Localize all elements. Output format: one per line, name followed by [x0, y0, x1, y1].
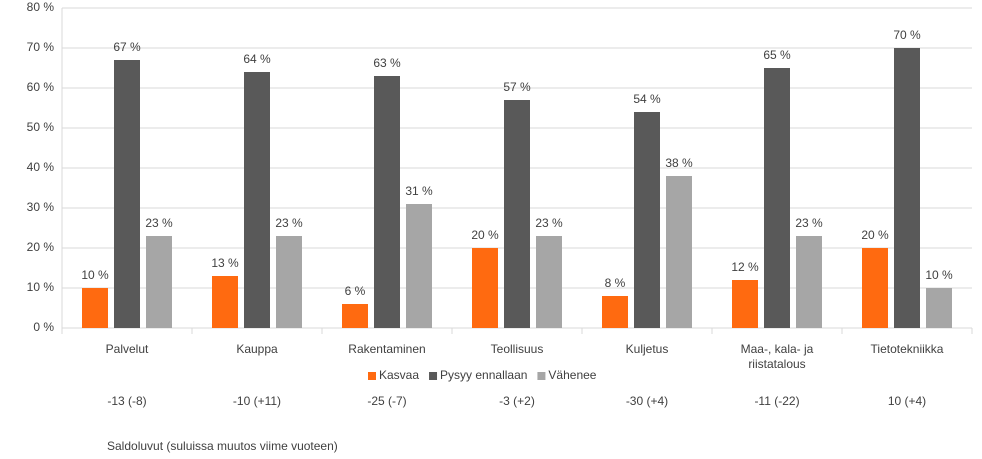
data-label: 64 % [243, 52, 271, 66]
x-tick-label: Rakentaminen [348, 342, 426, 356]
bar [374, 76, 400, 328]
data-label: 8 % [605, 276, 626, 290]
x-tick-label: Kauppa [236, 342, 278, 356]
data-label: 13 % [211, 256, 239, 270]
x-tick-label: Kuljetus [625, 342, 669, 356]
x-tick-label-box: Tietotekniikka [870, 342, 944, 356]
y-tick-label: 20 % [27, 240, 55, 254]
saldo-label: -10 (+11) [233, 394, 281, 408]
data-label: 20 % [861, 228, 889, 242]
bar [82, 288, 108, 328]
y-tick-label: 70 % [27, 40, 55, 54]
bar [472, 248, 498, 328]
bar [504, 100, 530, 328]
data-label: 57 % [503, 80, 531, 94]
x-tick-label: Tietotekniikka [870, 342, 944, 356]
x-tick-label-box: Kuljetus [625, 342, 669, 356]
legend-swatch [368, 372, 376, 380]
legend-swatch [429, 372, 438, 380]
data-label: 10 % [81, 268, 109, 282]
bar [536, 236, 562, 328]
saldo-label: -11 (-22) [754, 394, 799, 408]
saldo-label: -3 (+2) [499, 394, 535, 408]
data-label: 23 % [275, 216, 303, 230]
x-tick-label-box: Teollisuus [490, 342, 544, 356]
data-label: 63 % [373, 56, 401, 70]
data-label: 65 % [763, 48, 791, 62]
data-label: 6 % [345, 284, 366, 298]
saldo-label: -13 (-8) [107, 394, 146, 408]
data-label: 23 % [535, 216, 563, 230]
data-label: 23 % [145, 216, 173, 230]
y-tick-label: 0 % [33, 320, 54, 334]
legend-label: Kasvaa [379, 368, 419, 382]
x-tick-label: Teollisuus [490, 342, 544, 356]
legend-label: Pysyy ennallaan [440, 368, 527, 382]
saldo-label: -25 (-7) [367, 394, 406, 408]
data-label: 23 % [795, 216, 823, 230]
bar [146, 236, 172, 328]
bar [114, 60, 140, 328]
x-tick-label: Palvelut [105, 342, 149, 356]
x-tick-label: Maa-, kala- ja riistatalous [740, 342, 814, 371]
bar [244, 72, 270, 328]
data-label: 54 % [633, 92, 661, 106]
data-label: 70 % [893, 28, 921, 42]
bar [764, 68, 790, 328]
data-label: 31 % [405, 184, 433, 198]
y-tick-label: 80 % [27, 0, 55, 14]
bar [634, 112, 660, 328]
y-tick-label: 10 % [27, 280, 55, 294]
legend-swatch [537, 372, 546, 380]
data-label: 67 % [113, 40, 141, 54]
y-tick-label: 50 % [27, 120, 55, 134]
legend-label: Vähenee [548, 368, 596, 382]
saldo-label: -30 (+4) [626, 394, 668, 408]
footnote: Saldoluvut (suluissa muutos viime vuotee… [107, 439, 338, 453]
y-tick-label: 30 % [27, 200, 55, 214]
bar [602, 296, 628, 328]
data-label: 10 % [925, 268, 953, 282]
x-tick-label-box: Kauppa [236, 342, 278, 356]
x-tick-label-box: Rakentaminen [348, 342, 426, 356]
bar [732, 280, 758, 328]
y-tick-label: 40 % [27, 160, 55, 174]
data-label: 12 % [731, 260, 759, 274]
bar [796, 236, 822, 328]
data-label: 38 % [665, 156, 693, 170]
saldo-label: 10 (+4) [888, 394, 926, 408]
bar [212, 276, 238, 328]
bar [666, 176, 692, 328]
bar [862, 248, 888, 328]
bar [342, 304, 368, 328]
x-tick-label-box: Palvelut [105, 342, 149, 356]
bar [926, 288, 952, 328]
bar [894, 48, 920, 328]
bar [406, 204, 432, 328]
y-tick-label: 60 % [27, 80, 55, 94]
bar [276, 236, 302, 328]
data-label: 20 % [471, 228, 499, 242]
x-tick-label-box: Maa-, kala- ja riistatalous [740, 342, 814, 371]
